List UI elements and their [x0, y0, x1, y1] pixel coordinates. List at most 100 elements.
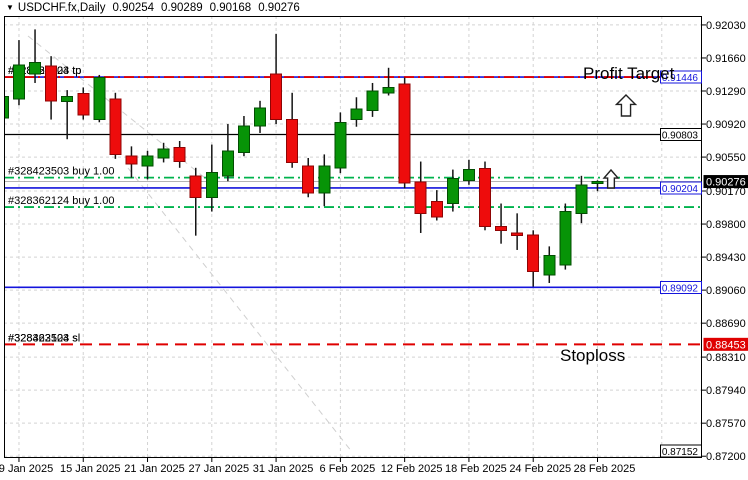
- candle-body-up: [382, 86, 395, 94]
- y-axis-label: 0.89430: [706, 252, 746, 264]
- price-tag: 0.89092: [660, 280, 702, 294]
- candle-body-down: [302, 165, 315, 194]
- date-label[interactable]: 31 Jan 2025: [253, 463, 314, 475]
- y-axis-label: 0.90920: [706, 119, 746, 131]
- price-tag: 0.87152: [660, 444, 702, 458]
- order-label: #328423503 sl: [8, 332, 80, 344]
- price-tag-text: 0.90803: [662, 130, 699, 141]
- candle-body-down: [189, 175, 202, 198]
- date-label[interactable]: 9 Jan 2025: [0, 463, 53, 475]
- up-arrow-icon[interactable]: [602, 168, 620, 189]
- candle: [29, 29, 42, 83]
- up-arrow-icon[interactable]: [614, 94, 638, 117]
- trendline[interactable]: [127, 167, 353, 453]
- candle-body-up: [559, 211, 572, 266]
- candle-body-up: [237, 125, 250, 154]
- stoploss-price-badge: 0.88453: [703, 337, 748, 351]
- candle: [495, 203, 508, 244]
- candle-body-up: [29, 61, 42, 75]
- y-axis-label: 0.88310: [706, 352, 746, 364]
- candle-body-up: [543, 254, 556, 276]
- candle: [479, 161, 491, 231]
- candle: [205, 144, 218, 212]
- candle: [125, 146, 138, 178]
- price-tag-text: 0.91446: [662, 73, 699, 84]
- date-label[interactable]: 28 Feb 2025: [574, 463, 636, 475]
- candle: [575, 175, 588, 224]
- price-tag-text: 0.90204: [662, 184, 699, 195]
- badge-box: [703, 337, 748, 351]
- candle: [221, 124, 234, 182]
- y-axis-label: 0.89800: [706, 219, 746, 231]
- y-axis-label: 0.90550: [706, 152, 746, 164]
- candle: [334, 112, 347, 174]
- y-axis-label: 0.87570: [706, 418, 746, 430]
- y-axis-label: 0.92030: [706, 20, 746, 32]
- price-tag-box: [660, 127, 702, 141]
- high-value: 0.90289: [161, 2, 203, 14]
- candle-body-up: [575, 184, 588, 214]
- open-value: 0.90254: [112, 2, 155, 14]
- candle: [61, 90, 74, 140]
- candle-body-up: [61, 95, 74, 103]
- date-label[interactable]: 12 Feb 2025: [381, 463, 443, 475]
- date-label[interactable]: 6 Feb 2025: [320, 463, 376, 475]
- candle: [4, 95, 9, 119]
- candle-body-up: [221, 150, 234, 177]
- order-label: #328423503 buy 1.00: [8, 166, 114, 178]
- candle-body-down: [495, 226, 508, 231]
- profit-target-text: Profit Target: [583, 64, 675, 83]
- date-label[interactable]: 27 Jan 2025: [189, 463, 250, 475]
- candle: [93, 74, 106, 123]
- candle: [318, 154, 331, 207]
- candle-body-up: [318, 165, 331, 194]
- candle-body-up: [157, 148, 170, 159]
- candle-body-down: [125, 155, 138, 165]
- date-label[interactable]: 21 Jan 2025: [124, 463, 185, 475]
- candle: [462, 159, 475, 185]
- badge-text: 0.88453: [706, 339, 746, 351]
- current-price-badge: 0.90276: [703, 175, 748, 189]
- y-axis-label: 0.89060: [706, 285, 746, 297]
- date-label[interactable]: 24 Feb 2025: [509, 463, 571, 475]
- candle: [446, 169, 459, 212]
- candle-body-down: [511, 232, 524, 237]
- candle-body-up: [12, 64, 25, 100]
- candle: [157, 142, 170, 163]
- plot-border: [4, 16, 702, 458]
- candle-body-down: [286, 119, 299, 163]
- candle: [350, 97, 363, 127]
- price-tag: 0.91446: [660, 70, 702, 84]
- date-label[interactable]: 15 Jan 2025: [60, 463, 121, 475]
- badge-box: [703, 175, 748, 189]
- candle-body-up: [254, 107, 267, 127]
- candle-body-up: [205, 171, 218, 198]
- price-tag-box: [660, 444, 702, 458]
- candle-body-down: [45, 65, 58, 102]
- y-axis-label: 0.91290: [706, 86, 746, 98]
- candle-body-down: [398, 83, 411, 184]
- candle: [254, 100, 267, 133]
- candle-body-up: [366, 90, 379, 112]
- candle-body-up: [334, 121, 347, 169]
- candle: [173, 141, 186, 168]
- symbol-dropdown-icon[interactable]: ▼: [6, 3, 14, 12]
- candle: [286, 92, 299, 168]
- candle-body-down: [109, 98, 122, 155]
- candle-body-down: [527, 234, 540, 272]
- candle: [366, 82, 379, 117]
- candle-body-down: [414, 181, 427, 214]
- candle-body-up: [141, 155, 154, 167]
- badge-text: 0.90276: [706, 177, 746, 189]
- candle: [77, 87, 90, 120]
- y-axis-label: 0.90170: [706, 186, 746, 198]
- order-label: #328362124 tp: [8, 65, 81, 77]
- low-value: 0.90168: [209, 2, 252, 14]
- candle: [189, 167, 202, 236]
- candle: [591, 180, 604, 192]
- candle: [237, 116, 250, 157]
- date-label[interactable]: 18 Feb 2025: [445, 463, 507, 475]
- candle-body-up: [93, 77, 106, 121]
